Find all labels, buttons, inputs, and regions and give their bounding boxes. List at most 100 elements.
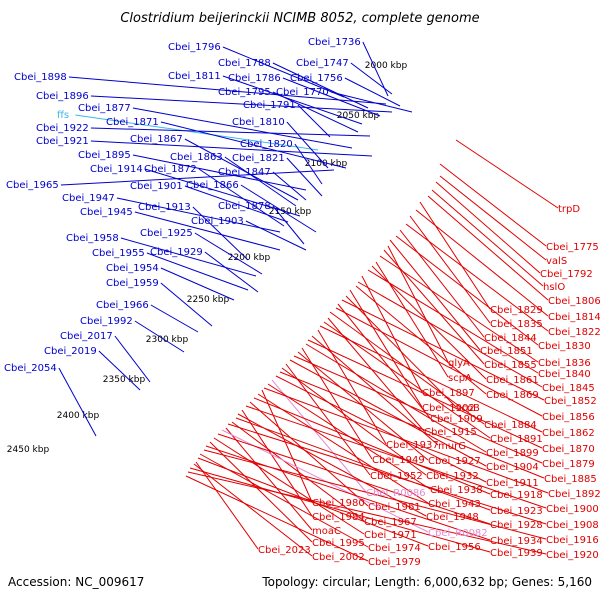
gene-label-forward[interactable]: Cbei_1856 (542, 412, 595, 423)
gene-label-reverse[interactable]: Cbei_1914 (90, 164, 143, 175)
gene-label-forward[interactable]: Cbei_R0086 (366, 488, 426, 499)
gene-label-reverse[interactable]: Cbei_1788 (218, 58, 271, 69)
gene-label-forward[interactable]: Cbei_1971 (364, 530, 417, 541)
gene-label-reverse[interactable]: Cbei_2054 (4, 363, 57, 374)
gene-label-forward[interactable]: Cbei_1974 (368, 543, 421, 554)
gene-label-forward[interactable]: Cbei_1902 (422, 403, 475, 414)
gene-label-forward[interactable]: Cbei_1979 (368, 557, 421, 568)
gene-label-forward[interactable]: Cbei_1937 (386, 440, 439, 451)
gene-label-forward[interactable]: hslO (543, 282, 565, 293)
gene-label-forward[interactable]: Cbei_1956 (428, 542, 481, 553)
gene-label-forward[interactable]: Cbei_1885 (544, 474, 597, 485)
gene-label-forward[interactable]: Cbei_1830 (538, 341, 591, 352)
gene-label-reverse[interactable]: Cbei_1736 (308, 37, 361, 48)
gene-label-forward[interactable]: glyA (448, 358, 470, 369)
gene-label-reverse[interactable]: Cbei_1945 (80, 207, 133, 218)
gene-label-reverse[interactable]: Cbei_1895 (78, 150, 131, 161)
gene-label-forward[interactable]: Cbei_1948 (426, 512, 479, 523)
gene-label-reverse[interactable]: Cbei_1811 (168, 71, 221, 82)
gene-label-forward[interactable]: Cbei_1928 (490, 520, 543, 531)
gene-label-reverse[interactable]: Cbei_1770 (276, 87, 329, 98)
gene-label-reverse[interactable]: Cbei_2017 (60, 331, 113, 342)
gene-label-reverse[interactable]: Cbei_1786 (228, 73, 281, 84)
gene-label-forward[interactable]: Cbei_1909 (430, 414, 483, 425)
gene-label-reverse[interactable]: Cbei_1747 (296, 58, 349, 69)
gene-label-reverse[interactable]: Cbei_1796 (168, 42, 221, 53)
gene-label-reverse[interactable]: Cbei_1795 (218, 87, 271, 98)
gene-label-forward[interactable]: Cbei_2002 (312, 552, 365, 563)
gene-label-reverse[interactable]: Cbei_1947 (62, 193, 115, 204)
gene-label-forward[interactable]: Cbei_1870 (542, 444, 595, 455)
gene-label-forward[interactable]: Cbei_1840 (538, 369, 591, 380)
gene-label-reverse[interactable]: Cbei_1901 (130, 181, 183, 192)
gene-label-forward[interactable]: Cbei_1900 (546, 504, 599, 515)
gene-label-forward[interactable]: Cbei_1927 (428, 456, 481, 467)
gene-label-forward[interactable]: moaC (312, 526, 341, 537)
gene-label-forward[interactable]: Cbei_1967 (364, 517, 417, 528)
gene-label-reverse[interactable]: Cbei_1863 (170, 152, 223, 163)
gene-label-forward[interactable]: Cbei_1961 (368, 502, 421, 513)
gene-label-reverse[interactable]: Cbei_1954 (106, 263, 159, 274)
gene-label-reverse[interactable]: Cbei_1878 (218, 201, 271, 212)
gene-label-forward[interactable]: scpA (448, 373, 472, 384)
gene-label-forward[interactable]: Cbei_1845 (542, 383, 595, 394)
gene-label-forward[interactable]: Cbei_1952 (370, 471, 423, 482)
gene-label-forward[interactable]: Cbei_1943 (428, 499, 481, 510)
gene-label-reverse[interactable]: Cbei_1992 (80, 316, 133, 327)
gene-label-reverse[interactable]: Cbei_1903 (191, 216, 244, 227)
gene-label-reverse[interactable]: Cbei_1958 (66, 233, 119, 244)
gene-label-reverse[interactable]: Cbei_1872 (144, 164, 197, 175)
gene-label-forward[interactable]: Cbei_R0082 (428, 528, 488, 539)
gene-label-forward[interactable]: Cbei_1884 (484, 420, 537, 431)
gene-label-forward[interactable]: Cbei_1822 (548, 327, 600, 338)
gene-label-reverse[interactable]: Cbei_1756 (290, 73, 343, 84)
gene-label-forward[interactable]: trpD (558, 204, 580, 215)
gene-label-forward[interactable]: Cbei_1932 (426, 471, 479, 482)
gene-label-forward[interactable]: valS (546, 256, 567, 267)
gene-label-forward[interactable]: Cbei_1934 (490, 536, 543, 547)
gene-label-forward[interactable]: Cbei_1829 (490, 305, 543, 316)
gene-label-forward[interactable]: Cbei_1844 (484, 333, 537, 344)
gene-label-forward[interactable]: Cbei_1923 (490, 506, 543, 517)
gene-label-forward[interactable]: Cbei_1869 (486, 390, 539, 401)
gene-label-reverse[interactable]: Cbei_1922 (36, 123, 89, 134)
gene-label-reverse[interactable]: Cbei_1913 (138, 202, 191, 213)
gene-label-reverse[interactable]: Cbei_2019 (44, 346, 97, 357)
gene-label-reverse[interactable]: Cbei_1898 (14, 72, 67, 83)
gene-label-reverse[interactable]: ffs (57, 110, 69, 121)
gene-label-forward[interactable]: Cbei_1861 (486, 375, 539, 386)
gene-label-reverse[interactable]: Cbei_1966 (96, 300, 149, 311)
gene-label-reverse[interactable]: Cbei_1925 (140, 228, 193, 239)
gene-label-reverse[interactable]: Cbei_1871 (106, 117, 159, 128)
gene-label-forward[interactable]: Cbei_1862 (542, 428, 595, 439)
gene-label-forward[interactable]: Cbei_1792 (540, 269, 593, 280)
gene-label-forward[interactable]: Cbei_1918 (490, 490, 543, 501)
gene-label-reverse[interactable]: Cbei_1866 (186, 180, 239, 191)
gene-label-forward[interactable]: Cbei_1911 (486, 478, 539, 489)
gene-label-forward[interactable]: Cbei_1984 (312, 512, 365, 523)
gene-label-forward[interactable]: Cbei_1891 (490, 434, 543, 445)
gene-label-forward[interactable]: Cbei_1980 (312, 498, 365, 509)
gene-label-reverse[interactable]: Cbei_1877 (78, 103, 131, 114)
gene-label-forward[interactable]: scpB (456, 403, 480, 414)
gene-label-forward[interactable]: Cbei_1775 (546, 242, 599, 253)
gene-label-forward[interactable]: Cbei_1851 (480, 346, 533, 357)
gene-label-forward[interactable]: Cbei_1835 (490, 319, 543, 330)
gene-label-forward[interactable]: murG (438, 441, 466, 452)
gene-label-forward[interactable]: Cbei_2023 (258, 545, 311, 556)
gene-label-forward[interactable]: Cbei_1908 (546, 520, 599, 531)
gene-label-forward[interactable]: Cbei_1915 (424, 427, 477, 438)
gene-label-reverse[interactable]: Cbei_1955 (92, 248, 145, 259)
gene-label-reverse[interactable]: Cbei_1896 (36, 91, 89, 102)
gene-label-reverse[interactable]: Cbei_1959 (106, 278, 159, 289)
gene-label-reverse[interactable]: Cbei_1810 (232, 117, 285, 128)
gene-label-forward[interactable]: Cbei_1949 (372, 455, 425, 466)
gene-label-forward[interactable]: Cbei_1879 (542, 459, 595, 470)
gene-label-reverse[interactable]: Cbei_1821 (232, 153, 285, 164)
gene-label-forward[interactable]: Cbei_1897 (422, 388, 475, 399)
gene-label-reverse[interactable]: Cbei_1791 (243, 100, 296, 111)
gene-label-forward[interactable]: Cbei_1904 (486, 462, 539, 473)
gene-label-reverse[interactable]: Cbei_1820 (240, 139, 293, 150)
gene-label-forward[interactable]: Cbei_1814 (548, 312, 600, 323)
gene-label-forward[interactable]: Cbei_1899 (486, 448, 539, 459)
